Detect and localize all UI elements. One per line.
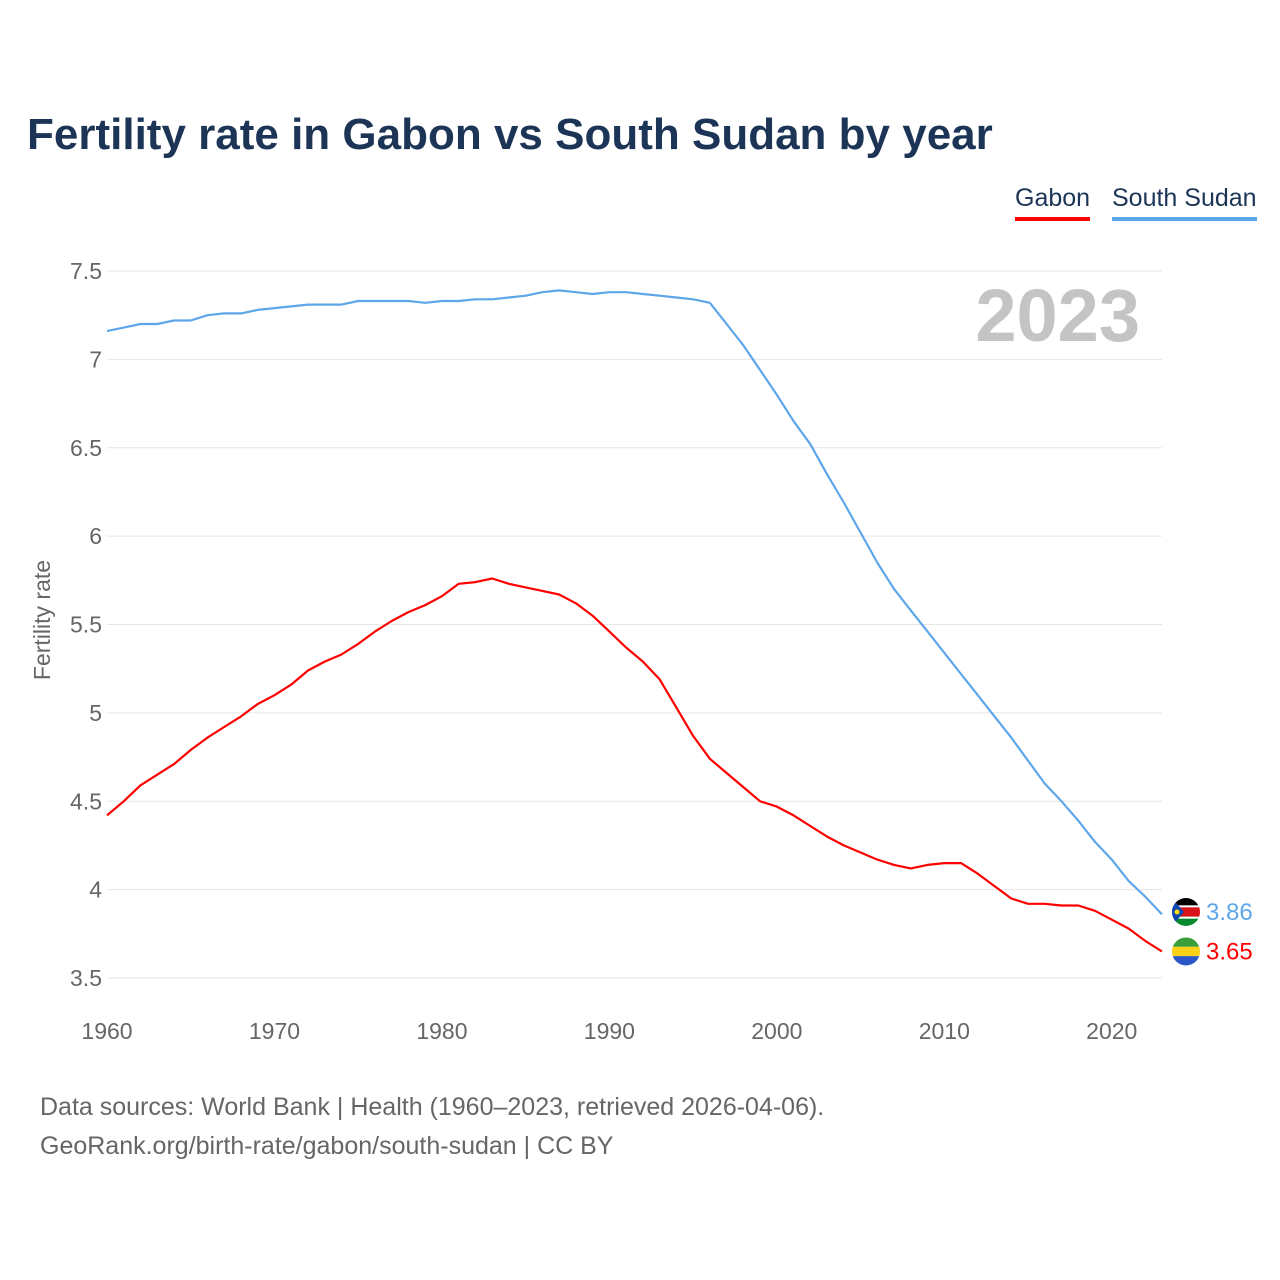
series-line-gabon [106, 577, 1163, 953]
y-tick-label: 3.5 [70, 965, 102, 991]
x-tick-label: 1970 [249, 1018, 300, 1044]
chart-title: Fertility rate in Gabon vs South Sudan b… [27, 110, 993, 159]
y-tick-label: 5.5 [70, 612, 102, 638]
end-value-label: 3.86 [1206, 899, 1253, 926]
y-tick-label: 5 [89, 700, 102, 726]
series-line-south-sudan [106, 289, 1163, 916]
end-value-label: 3.65 [1206, 938, 1253, 965]
x-tick-label: 1980 [416, 1018, 467, 1044]
south-sudan-flag-icon [1172, 898, 1200, 926]
year-label: 2023 [975, 274, 1140, 357]
legend-item-south-sudan[interactable]: South Sudan [1112, 184, 1257, 221]
source-line-2[interactable]: GeoRank.org/birth-rate/gabon/south-sudan… [40, 1132, 614, 1160]
x-tick-label: 1960 [81, 1018, 132, 1044]
x-tick-label: 2000 [751, 1018, 802, 1044]
source-note: Data sources: World Bank | Health (1960–… [40, 1088, 824, 1166]
gabon-flag-icon [1172, 937, 1200, 966]
source-line-1: Data sources: World Bank | Health (1960–… [40, 1093, 825, 1121]
x-tick-label: 1990 [584, 1018, 635, 1044]
y-tick-label: 7.5 [70, 258, 102, 284]
y-tick-label: 7 [89, 346, 102, 372]
y-tick-label: 6 [89, 523, 102, 549]
x-tick-label: 2010 [919, 1018, 970, 1044]
legend-item-gabon[interactable]: Gabon [1015, 184, 1091, 221]
y-axis-label: Fertility rate [29, 560, 55, 680]
x-tick-label: 2020 [1086, 1018, 1137, 1044]
y-tick-label: 6.5 [70, 435, 102, 461]
y-tick-label: 4 [89, 877, 102, 903]
y-tick-label: 4.5 [70, 788, 102, 814]
